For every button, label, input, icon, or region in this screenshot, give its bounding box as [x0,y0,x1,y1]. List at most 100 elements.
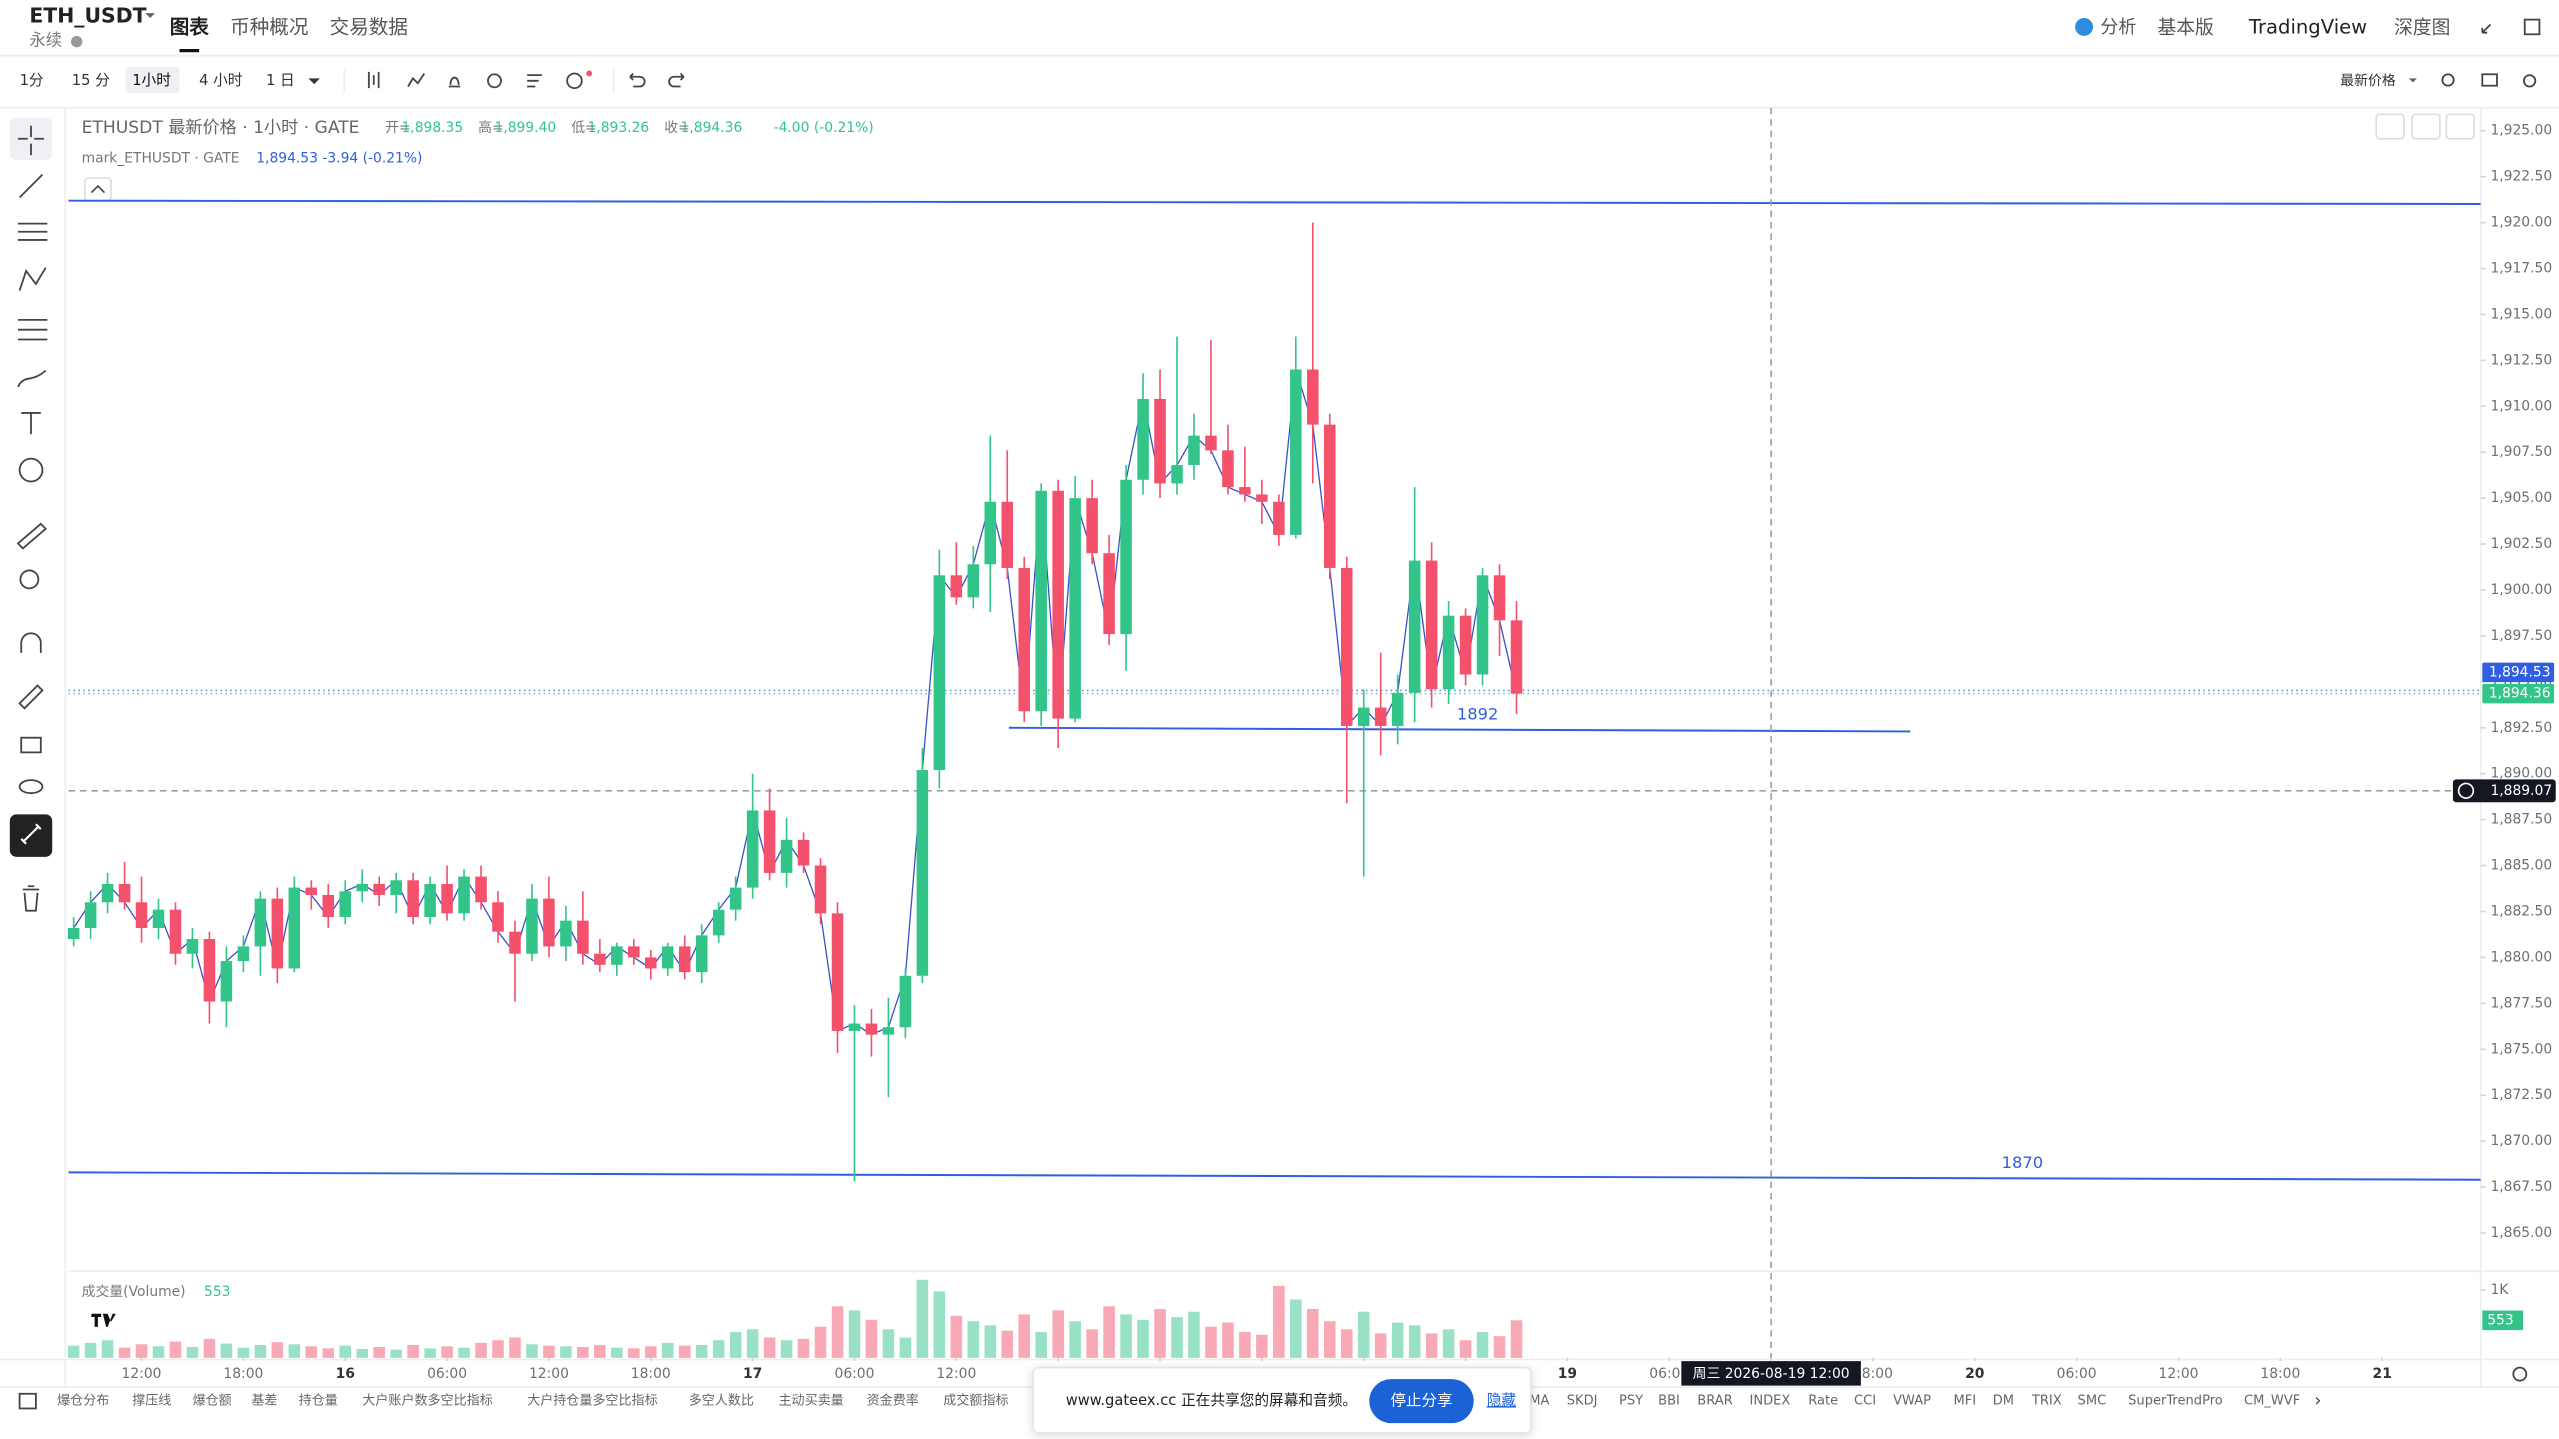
tab[interactable]: 图表 [170,15,210,38]
header-link[interactable]: 深度图 [2394,16,2450,38]
ruler-tool[interactable] [16,522,48,550]
redo-icon[interactable] [668,72,685,88]
plugin-icon[interactable] [566,72,583,90]
candle-body [712,909,725,936]
indicator-tab[interactable]: MFI [1954,1394,1977,1409]
collapse-legend[interactable] [84,177,112,202]
indicator-tab[interactable]: PSY [1619,1394,1643,1409]
indicator-tab[interactable]: SuperTrendPro [2128,1394,2223,1409]
volume-bar [254,1344,267,1358]
indicator-tab[interactable]: MA [1529,1394,1549,1409]
interval[interactable]: 1分 [20,72,44,89]
symbol-caret[interactable] [145,13,156,18]
indicator-tab[interactable]: BBI [1658,1394,1680,1409]
indicator-tab[interactable]: 爆仓分布 [57,1394,109,1409]
indicator-tab[interactable]: BRAR [1697,1394,1732,1409]
fib-tool[interactable] [17,319,48,341]
screenshot-icon[interactable] [2481,73,2498,87]
price-source-caret[interactable] [2408,78,2418,83]
visibility-tool[interactable] [18,779,44,795]
hline-tool[interactable] [17,222,48,241]
indicator-icon[interactable] [407,72,426,87]
indicator-tab[interactable]: 资金费率 [867,1393,919,1409]
delete-tool[interactable] [22,885,40,912]
interval[interactable]: 4 小时 [199,72,243,89]
hide-link[interactable]: 隐藏 [1487,1392,1517,1409]
pane-button[interactable] [2445,113,2475,140]
indicator-tab[interactable]: 撑压线 [132,1394,171,1409]
candle-body [611,946,623,965]
stop-share-button[interactable] [1369,1379,1474,1424]
indicator-tab[interactable]: SMC [2078,1394,2107,1409]
candle-body [492,902,504,932]
pane-button[interactable] [2375,113,2405,140]
tab[interactable]: 币种概况 [230,15,308,38]
pane-button[interactable] [2411,113,2441,140]
volume-bar [84,1342,97,1358]
fullscreen-icon[interactable] [2481,23,2492,34]
header-link[interactable]: 基本版 [2158,16,2215,38]
candle-body [899,975,912,1028]
volume-bar [339,1345,352,1358]
candle-body [390,880,402,895]
header-link[interactable]: 分析 [2100,17,2136,38]
indicator-tab[interactable]: VWAP [1893,1394,1931,1409]
indicator-tab[interactable]: DM [1993,1394,2014,1409]
indicator-tab[interactable]: Rate [1808,1394,1838,1409]
chart-type-icon[interactable] [367,71,380,89]
indicator-tab[interactable]: 成交额指标 [943,1393,1008,1409]
zoom-tool[interactable] [19,569,40,590]
lock-tool[interactable] [20,736,42,754]
trendline-tool[interactable] [18,174,44,199]
indicator-calendar-icon[interactable] [18,1392,37,1410]
alert-icon[interactable] [448,76,461,88]
tab[interactable]: 交易数据 [330,15,408,38]
template-icon[interactable] [527,74,542,88]
interval-caret[interactable] [308,78,320,85]
emoji-tool[interactable] [18,457,44,483]
drawn-line[interactable] [68,199,2481,205]
brush-tool[interactable] [17,369,47,388]
lock-draw-tool[interactable] [18,684,44,710]
add-alert-icon[interactable] [2457,782,2475,799]
window-icon[interactable] [2523,18,2541,36]
indicator-scroll[interactable]: › [2314,1390,2321,1411]
interval-selected-bg [125,66,180,94]
indicator-tab[interactable]: 大户账户数多空比指标 [362,1393,492,1409]
interval[interactable]: 1小时 [132,72,171,89]
drawn-line[interactable] [68,1171,2481,1181]
magnet-tool[interactable] [20,632,42,653]
indicator-tab[interactable]: INDEX [1750,1394,1791,1409]
indicator-tab[interactable]: 基差 [251,1394,277,1409]
indicator-tab[interactable]: 爆仓额 [193,1394,232,1409]
indicator-tab[interactable]: 大户持仓量多空比指标 [527,1393,657,1409]
search-icon[interactable] [2441,73,2455,87]
candle-body [1086,498,1098,554]
drawn-line[interactable] [1008,726,1911,733]
price-source[interactable]: 最新价格 [2340,73,2396,89]
indicator-tab[interactable]: CM_WVF [2244,1394,2300,1409]
indicator-tab[interactable]: SKDJ [1567,1394,1598,1409]
undo-icon[interactable] [629,72,646,88]
pattern-tool[interactable] [18,267,47,291]
stop-share-label[interactable]: 停止分享 [1390,1392,1452,1410]
link-tool-active[interactable] [9,814,53,857]
indicator-tab[interactable]: 主动买卖量 [778,1394,843,1409]
crosshair-tool[interactable] [17,125,45,156]
settings-icon[interactable] [2523,74,2537,88]
symbol[interactable]: ETH_USDT [29,3,146,27]
indicator-tab[interactable]: CCI [1854,1394,1876,1409]
volume-bar [441,1346,453,1358]
indicator-tab[interactable]: 持仓量 [299,1394,338,1409]
interval[interactable]: 15 分 [72,72,110,89]
indicator-tab[interactable]: TRIX [2031,1394,2062,1409]
candle-body [288,887,301,969]
info-icon[interactable] [70,35,83,48]
replay-icon[interactable] [487,73,502,89]
header-link[interactable]: TradingView [2248,15,2367,38]
indicator-tab[interactable]: 多空人数比 [689,1393,754,1409]
axis-settings[interactable] [2512,1366,2528,1382]
interval[interactable]: 1 日 [266,72,295,89]
text-tool[interactable] [21,412,41,435]
